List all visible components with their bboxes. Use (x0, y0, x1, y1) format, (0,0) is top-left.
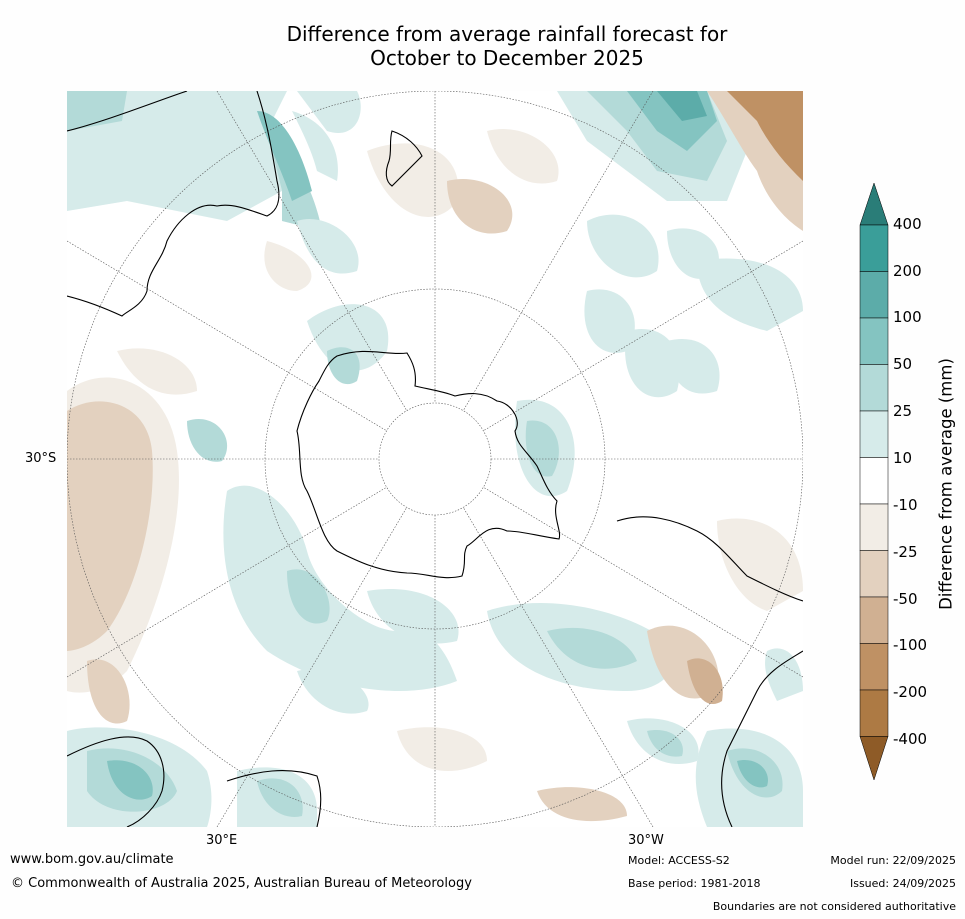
footer-website[interactable]: www.bom.gov.au/climate (10, 852, 174, 867)
footer-model-run: Model run: 22/09/2025 (830, 854, 956, 867)
colorbar-band-neg-200-400 (859, 689, 889, 737)
rainfall-anomaly-southern-africa (67, 727, 317, 827)
lat-label-30s: 30°S (25, 451, 57, 466)
colorbar-tick-10: 10 (893, 449, 913, 467)
colorbar-tick-100: 100 (893, 308, 922, 326)
coastline-africa (67, 736, 322, 827)
colorbar (859, 182, 889, 781)
colorbar-band-neg-50-100 (859, 596, 889, 644)
graticule-meridian-3 (67, 240, 388, 432)
map-title: Difference from average rainfall forecas… (220, 22, 794, 70)
colorbar-band-10-25 (859, 410, 889, 458)
rainfall-anomaly-australia (67, 91, 361, 231)
colorbar-band-neg-10-25 (859, 503, 889, 551)
footer-base-period: Base period: 1981-2018 (628, 877, 761, 890)
colorbar-tick-neg-25: -25 (893, 543, 918, 561)
colorbar-over-arrow (859, 182, 889, 226)
graticule-meridian-6 (482, 486, 803, 678)
colorbar-band-neg-25-50 (859, 550, 889, 598)
colorbar-tick-neg-100: -100 (893, 636, 928, 654)
footer-model: Model: ACCESS-S2 (628, 854, 730, 867)
colorbar-under-arrow (859, 736, 889, 781)
coastline-south-america (616, 516, 803, 827)
colorbar-tick-400: 400 (893, 215, 922, 233)
coastline-antarctica (296, 350, 561, 579)
rainfall-anomaly-indian-ocean (67, 348, 197, 724)
rainfall-anomaly-south-atlantic-south (537, 718, 803, 827)
graticule-meridian-8 (462, 506, 654, 827)
rainfall-anomaly-tasman (264, 129, 559, 291)
coastline-new-zealand (385, 130, 423, 187)
colorbar-band-50-100 (859, 317, 889, 365)
colorbar-band-25-50 (859, 364, 889, 412)
footer-issued: Issued: 24/09/2025 (849, 877, 956, 890)
lon-label-30e: 30°E (206, 833, 238, 848)
colorbar-band-neutral (859, 457, 889, 505)
southern-hemisphere-rainfall-map (67, 91, 803, 827)
colorbar-tick-neg-50: -50 (893, 590, 918, 608)
colorbar-tick-200: 200 (893, 262, 922, 280)
colorbar-tick-neg-200: -200 (893, 683, 928, 701)
colorbar-title: Difference from average (mm) (936, 358, 956, 610)
graticule (67, 91, 803, 827)
rainfall-anomaly-south-atlantic-north (557, 91, 803, 279)
colorbar-band-neg-100-200 (859, 643, 889, 691)
lon-label-30w: 30°W (628, 833, 664, 848)
graticule-meridian-1 (216, 91, 408, 412)
graticule-meridian-7 (216, 506, 408, 827)
footer-copyright: © Commonwealth of Australia 2025, Austra… (11, 876, 472, 891)
footer-disclaimer: Boundaries are not considered authoritat… (712, 900, 956, 913)
colorbar-tick-50: 50 (893, 355, 913, 373)
graticule-meridian-2 (462, 91, 654, 412)
title-line-2: October to December 2025 (370, 46, 644, 70)
title-line-1: Difference from average rainfall forecas… (286, 22, 728, 46)
colorbar-tick-neg-10: -10 (893, 496, 918, 514)
rainfall-anomaly-south-america (647, 518, 803, 705)
colorbar-tick-25: 25 (893, 402, 913, 420)
colorbar-tick-neg-400: -400 (893, 730, 928, 748)
colorbar-band-100-200 (859, 271, 889, 319)
graticule-meridian-4 (482, 240, 803, 432)
colorbar-band-200-400 (859, 224, 889, 272)
coastlines (67, 91, 803, 827)
graticule-meridian-5 (67, 486, 388, 678)
rainfall-anomaly-southern-ocean (187, 304, 675, 771)
coastline-australia (67, 91, 280, 317)
